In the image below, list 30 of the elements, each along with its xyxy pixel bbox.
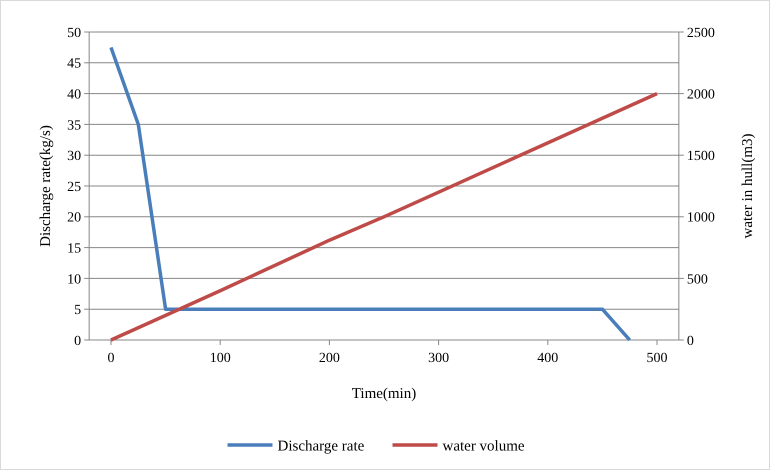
y2-tick-label: 1500 — [686, 149, 715, 164]
y2-tick-label: 2500 — [686, 26, 715, 41]
y2-tick-label: 2000 — [686, 88, 715, 102]
x-tick-label: 100 — [210, 351, 231, 366]
x-tick-label: 300 — [428, 351, 450, 366]
y-tick-label: 35 — [67, 118, 82, 134]
legend-label: Discharge rate — [278, 438, 365, 454]
x-axis-title: Time(min) — [352, 386, 416, 402]
y2-axis-title: water in hull(m3) — [740, 134, 756, 238]
legend-label: water volume — [442, 438, 525, 454]
y-tick-label: 25 — [67, 180, 82, 195]
y-tick-label: 45 — [67, 56, 82, 72]
y2-tick-label: 500 — [686, 272, 708, 288]
y2-tick-label: 1000 — [686, 210, 715, 226]
y-tick-label: 0 — [74, 334, 82, 349]
y-tick-label: 40 — [67, 88, 82, 102]
x-tick-label: 500 — [646, 351, 668, 366]
y2-tick-label: 0 — [686, 334, 694, 349]
x-tick-label: 0 — [108, 351, 114, 366]
y-tick-label: 50 — [67, 26, 82, 41]
y-tick-label: 10 — [67, 272, 82, 288]
y-tick-label: 30 — [67, 149, 82, 164]
line-series — [109, 46, 632, 342]
y-axis-title: Discharge rate(kg/s) — [38, 125, 54, 247]
line-series — [109, 92, 659, 342]
y-tick-label: 5 — [74, 303, 82, 318]
x-tick-label: 200 — [318, 351, 340, 366]
y-tick-label: 15 — [67, 242, 82, 256]
y-tick-label: 20 — [67, 210, 82, 226]
x-tick-label: 400 — [537, 351, 558, 366]
